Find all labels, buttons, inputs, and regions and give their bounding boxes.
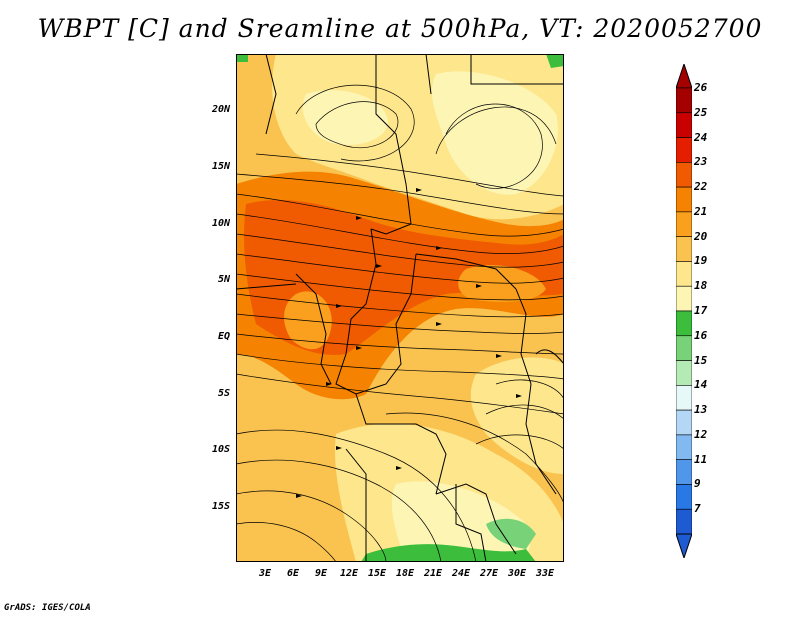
lat-label-10n: 10N [211, 218, 230, 229]
lon-label-12e: 12E [339, 568, 359, 579]
colorbar-swatch [676, 434, 692, 460]
colorbar-label: 22 [694, 180, 708, 194]
lon-label-15e: 15E [367, 568, 387, 579]
colorbar-swatch [676, 162, 692, 188]
chart-title: WBPT [C] and Sreamline at 500hPa, VT: 20… [37, 14, 763, 43]
colorbar-label: 12 [694, 427, 708, 441]
colorbar-label: 23 [694, 155, 708, 169]
colorbar-swatch [676, 310, 692, 337]
colorbar-swatch [676, 508, 692, 535]
colorbar-label: 19 [694, 254, 708, 268]
colorbar-label: 26 [694, 81, 708, 94]
colorbar-label: 17 [694, 304, 708, 317]
map-panel [236, 54, 564, 562]
colorbar-label: 11 [694, 452, 708, 466]
colorbar-swatch [676, 211, 692, 237]
wbpt-field [236, 54, 564, 562]
lat-label-5n: 5N [217, 274, 230, 285]
colorbar-swatch [676, 484, 692, 510]
lat-label-eq: EQ [217, 331, 230, 342]
colorbar-swatch [676, 360, 692, 386]
colorbar [676, 64, 692, 558]
colorbar-swatch [676, 261, 692, 287]
lon-label-9e: 9E [314, 568, 328, 579]
colorbar-label: 20 [694, 229, 708, 243]
lon-label-21e: 21E [423, 568, 443, 579]
colorbar-swatch [676, 409, 692, 436]
colorbar-label: 9 [694, 477, 701, 491]
colorbar-min-arrow [676, 533, 692, 558]
lon-label-27e: 27E [479, 568, 499, 579]
grads-credit: GrADS: IGES/COLA [4, 603, 91, 613]
lon-label-33e: 33E [535, 568, 555, 579]
colorbar-swatch [676, 112, 692, 138]
colorbar-swatch [676, 186, 692, 213]
colorbar-max-arrow [676, 64, 692, 89]
colorbar-label: 15 [694, 353, 708, 367]
lat-label-10s: 10S [211, 444, 230, 455]
lon-label-30e: 30E [507, 568, 527, 579]
colorbar-swatch [676, 459, 692, 485]
colorbar-label: 7 [694, 502, 701, 516]
lon-label-18e: 18E [395, 568, 415, 579]
colorbar-swatch [676, 385, 692, 411]
colorbar-label: 25 [694, 105, 708, 119]
lat-label-5s: 5S [217, 388, 230, 399]
lat-label-20n: 20N [211, 104, 230, 115]
colorbar-swatch [676, 236, 692, 262]
lon-label-3e: 3E [258, 568, 272, 579]
lat-label-15n: 15N [211, 161, 230, 172]
colorbar-swatch [676, 87, 692, 114]
lat-label-15s: 15S [211, 501, 230, 512]
colorbar-label: 21 [694, 204, 708, 218]
lon-label-24e: 24E [451, 568, 471, 579]
lon-label-6e: 6E [286, 568, 300, 579]
colorbar-swatch [676, 285, 692, 312]
colorbar-label: 13 [694, 403, 708, 417]
colorbar-label: 24 [694, 130, 708, 144]
colorbar-swatch [676, 335, 692, 361]
colorbar-label: 14 [694, 378, 708, 392]
colorbar-label: 16 [694, 328, 708, 342]
colorbar-label: 18 [694, 279, 708, 293]
colorbar-swatch [676, 137, 692, 163]
